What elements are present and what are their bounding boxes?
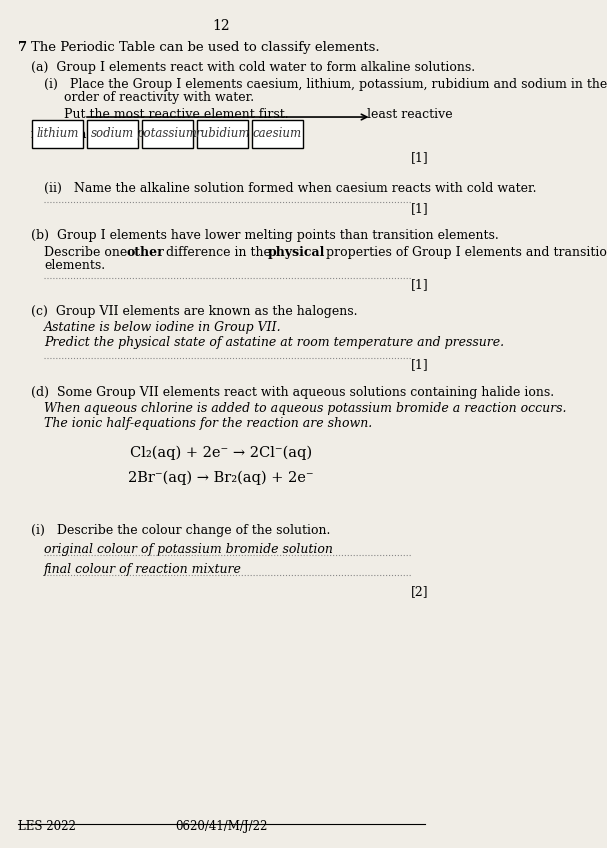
Text: 7: 7 [18, 41, 27, 53]
Text: physical: physical [268, 246, 325, 259]
Text: difference in the: difference in the [161, 246, 274, 259]
Text: [2]: [2] [412, 585, 429, 598]
Text: [1]: [1] [412, 358, 429, 371]
Text: Predict the physical state of astatine at room temperature and pressure.: Predict the physical state of astatine a… [44, 336, 504, 349]
Text: (c)  Group VII elements are known as the halogens.: (c) Group VII elements are known as the … [31, 305, 358, 318]
Text: original colour of potassium bromide solution: original colour of potassium bromide sol… [44, 543, 333, 555]
Text: 0620/41/M/J/22: 0620/41/M/J/22 [175, 820, 267, 833]
Text: caesium: caesium [253, 127, 302, 140]
Text: When aqueous chlorine is added to aqueous potassium bromide a reaction occurs.: When aqueous chlorine is added to aqueou… [44, 402, 567, 415]
Text: Put the most reactive element first.: Put the most reactive element first. [64, 108, 289, 120]
Text: Cl₂(aq) + 2e⁻ → 2Cl⁻(aq): Cl₂(aq) + 2e⁻ → 2Cl⁻(aq) [130, 446, 312, 460]
Text: [1]: [1] [412, 202, 429, 215]
Text: (i)   Place the Group I elements caesium, lithium, potassium, rubidium and sodiu: (i) Place the Group I elements caesium, … [44, 78, 607, 91]
Text: (d)  Some Group VII elements react with aqueous solutions containing halide ions: (d) Some Group VII elements react with a… [31, 386, 554, 399]
Text: potassium: potassium [137, 127, 198, 140]
Text: (i)   Describe the colour change of the solution.: (i) Describe the colour change of the so… [31, 524, 330, 537]
Text: least reactive: least reactive [367, 108, 453, 120]
FancyBboxPatch shape [197, 120, 248, 148]
Text: LES 2022: LES 2022 [18, 820, 75, 833]
Text: order of reactivity with water.: order of reactivity with water. [64, 91, 254, 103]
Text: elements.: elements. [44, 259, 106, 271]
Text: lithium: lithium [36, 127, 79, 140]
Text: other: other [126, 246, 164, 259]
Text: (b)  Group I elements have lower melting points than transition elements.: (b) Group I elements have lower melting … [31, 229, 499, 242]
FancyBboxPatch shape [32, 120, 83, 148]
Text: The Periodic Table can be used to classify elements.: The Periodic Table can be used to classi… [31, 41, 379, 53]
Text: Astatine is below iodine in Group VII.: Astatine is below iodine in Group VII. [44, 321, 282, 334]
Text: properties of Group I elements and transition: properties of Group I elements and trans… [322, 246, 607, 259]
Text: (ii)   Name the alkaline solution formed when caesium reacts with cold water.: (ii) Name the alkaline solution formed w… [44, 181, 537, 194]
Text: [1]: [1] [412, 151, 429, 164]
Text: The ionic half-equations for the reaction are shown.: The ionic half-equations for the reactio… [44, 417, 373, 430]
Text: most reactive: most reactive [31, 128, 117, 141]
Text: (a)  Group I elements react with cold water to form alkaline solutions.: (a) Group I elements react with cold wat… [31, 61, 475, 74]
Text: sodium: sodium [91, 127, 134, 140]
Text: [1]: [1] [412, 278, 429, 291]
Text: 12: 12 [212, 19, 230, 33]
FancyBboxPatch shape [87, 120, 138, 148]
Text: final colour of reaction mixture: final colour of reaction mixture [44, 563, 242, 576]
FancyBboxPatch shape [142, 120, 193, 148]
Text: 2Br⁻(aq) → Br₂(aq) + 2e⁻: 2Br⁻(aq) → Br₂(aq) + 2e⁻ [128, 471, 314, 485]
Text: rubidium: rubidium [195, 127, 249, 140]
FancyBboxPatch shape [252, 120, 302, 148]
Text: Describe one: Describe one [44, 246, 132, 259]
